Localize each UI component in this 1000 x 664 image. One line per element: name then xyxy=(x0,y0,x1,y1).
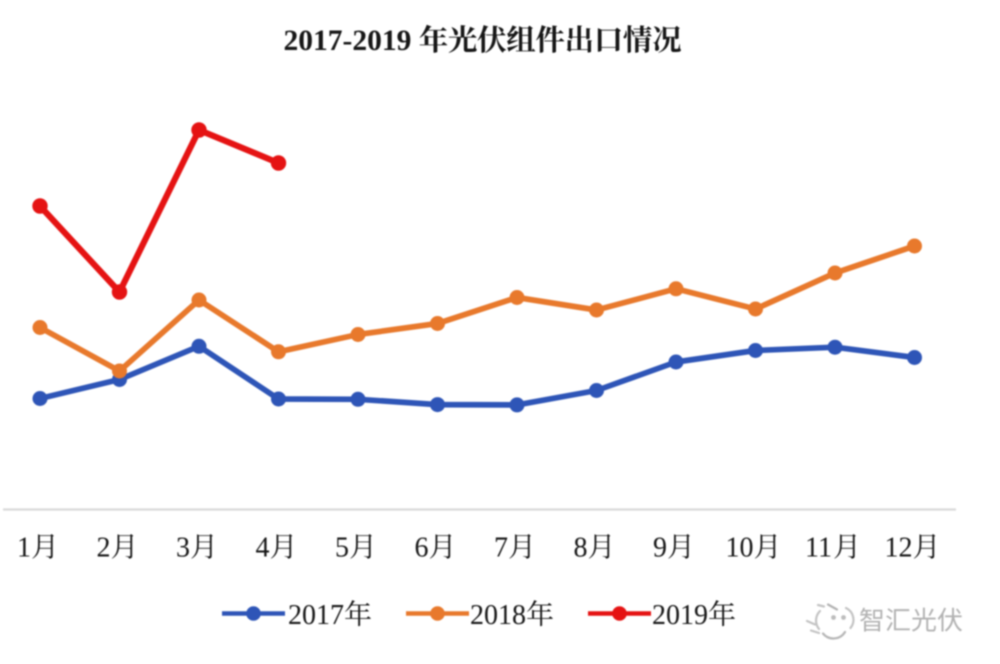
svg-text:12: 12 xyxy=(885,533,913,564)
svg-text:2019: 2019 xyxy=(652,600,708,631)
svg-text:8: 8 xyxy=(574,533,588,564)
svg-text:10: 10 xyxy=(726,533,754,564)
svg-text:11: 11 xyxy=(805,533,832,564)
svg-text:7: 7 xyxy=(494,533,508,564)
svg-text:6: 6 xyxy=(415,533,429,564)
svg-text:2018: 2018 xyxy=(470,600,526,631)
svg-text:9: 9 xyxy=(653,533,667,564)
svg-text:2: 2 xyxy=(97,533,111,564)
svg-text:4: 4 xyxy=(256,533,270,564)
svg-text:2017: 2017 xyxy=(288,600,344,631)
svg-text:3: 3 xyxy=(176,533,190,564)
svg-text:2017-2019: 2017-2019 xyxy=(284,25,412,57)
svg-text:1: 1 xyxy=(17,533,31,564)
svg-text:5: 5 xyxy=(335,533,349,564)
